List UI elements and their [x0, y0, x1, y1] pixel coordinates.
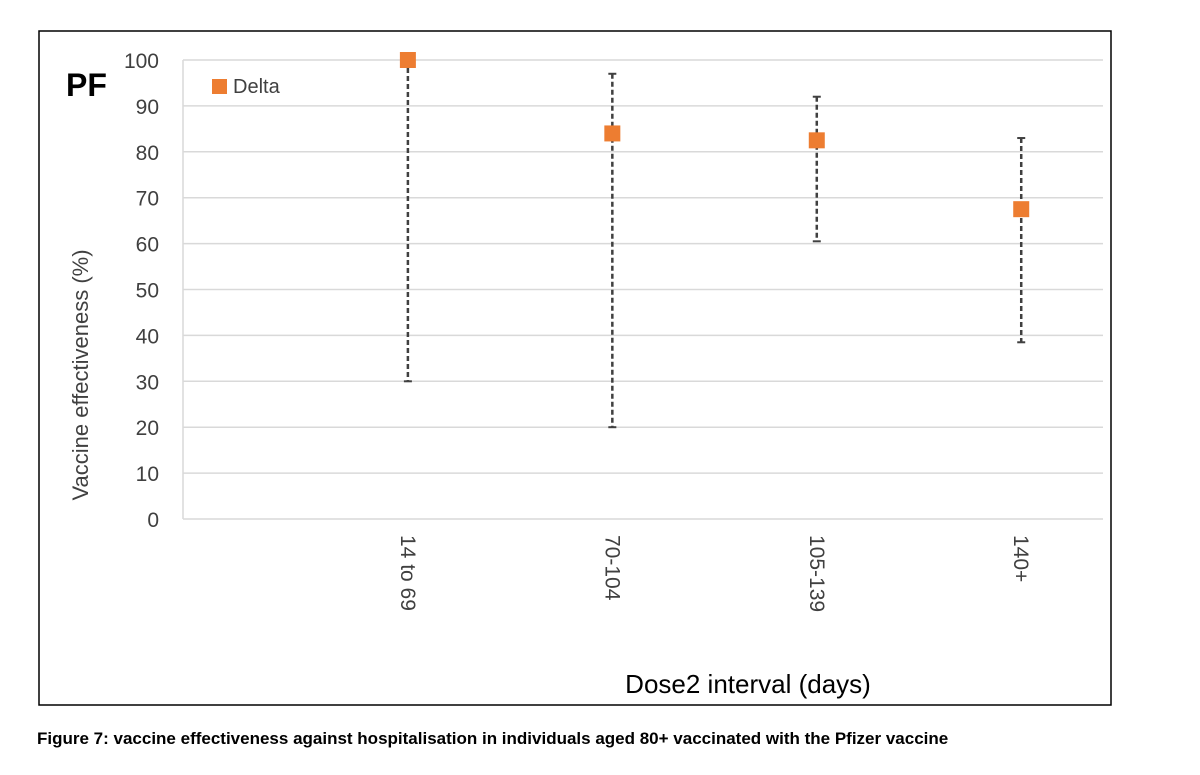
y-tick-label: 20: [136, 417, 159, 440]
data-point: [808, 132, 825, 149]
y-tick-label: 30: [136, 371, 159, 394]
data-points: [399, 52, 1030, 218]
x-tick-label: 70-104: [600, 535, 623, 601]
x-axis-title: Dose2 interval (days): [625, 669, 871, 699]
data-point: [1013, 201, 1030, 218]
y-axis-title: Vaccine effectiveness (%): [68, 249, 93, 500]
data-point: [399, 52, 416, 68]
x-tick-label: 105-139: [805, 535, 828, 612]
data-point: [604, 125, 621, 142]
y-tick-label: 60: [136, 234, 159, 257]
y-tick-label: 80: [136, 142, 159, 165]
y-tick-label: 0: [147, 509, 159, 532]
figure-caption: Figure 7: vaccine effectiveness against …: [37, 729, 949, 748]
x-tick-labels: 14 to 69 70-104 105-139 140+: [396, 535, 1032, 612]
legend-swatch: [212, 79, 227, 94]
y-tick-label: 10: [136, 463, 159, 486]
y-tick-label: 90: [136, 96, 159, 119]
legend-label: Delta: [233, 76, 281, 98]
x-tick-label: 140+: [1009, 535, 1032, 582]
chart: 0 10 20 30 40 50 60 70 80 90 100 14 to 69 70-104 105…: [38, 30, 1112, 706]
y-tick-label: 50: [136, 280, 159, 303]
y-tick-label: 100: [124, 50, 159, 73]
chart-border: [38, 30, 1112, 706]
y-tick-label: 40: [136, 325, 159, 348]
panel-label: PF: [66, 67, 107, 103]
gridlines: [183, 59, 1103, 474]
x-tick-label: 14 to 69: [396, 535, 419, 611]
y-tick-labels: 0 10 20 30 40 50 60 70 80 90 100: [124, 50, 159, 532]
legend: Delta: [212, 76, 281, 98]
y-tick-label: 70: [136, 188, 159, 211]
